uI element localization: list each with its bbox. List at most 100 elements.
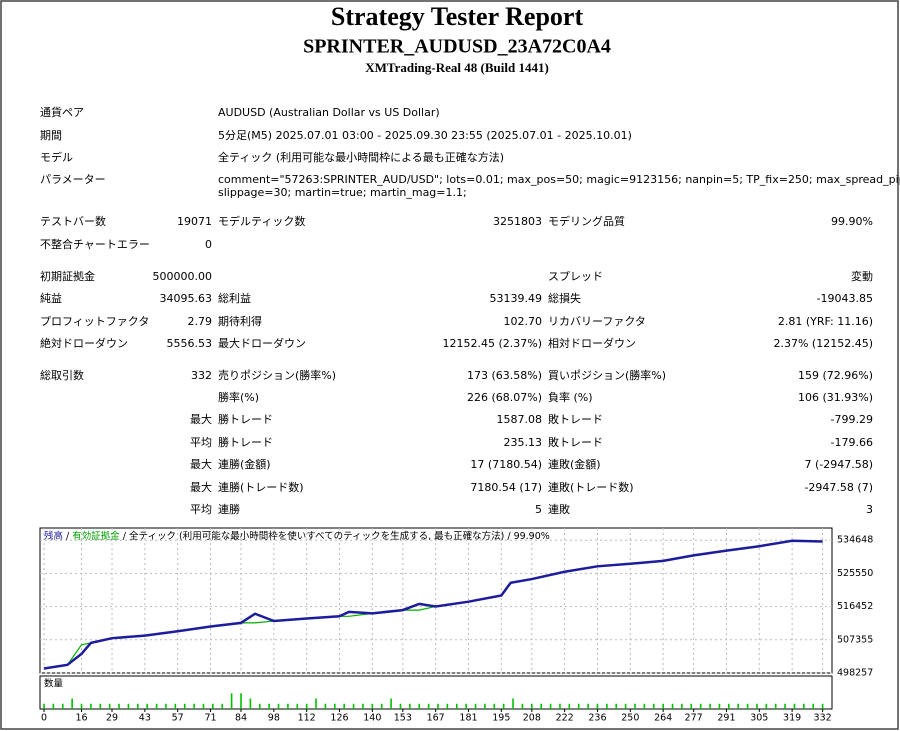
stat-label: 勝トレード [218,435,273,449]
stat-value: 17 (7180.54) [470,458,542,471]
stat-value: 102.70 [504,315,543,328]
x-tick-label: 71 [204,713,216,724]
legend-equity: 有効証拠金 [72,530,120,542]
setting-label: 期間 [40,129,62,142]
stat-label: 連敗(トレード数) [548,480,634,494]
subtitle: SPRINTER_AUDUSD_23A72C0A4 [303,36,611,58]
volume-bar [484,703,486,709]
setting-label: パラメーター [40,173,106,186]
volume-bar [690,703,693,709]
stat-value: 7180.54 (17) [470,481,542,494]
stat-label: 勝トレード [218,412,273,426]
stat-value: -179.66 [831,436,873,449]
volume-bar [803,703,805,709]
volume-bar [146,703,148,709]
stat-value: 19071 [177,215,212,228]
volume-bar [793,703,796,709]
legend-quality: 99.90% [514,531,550,542]
stat-label: 純益 [40,291,62,305]
volume-bar [418,703,421,709]
stat-value: 2.37% (12152.45) [773,337,873,350]
volume-bar [455,703,458,709]
volume-bar [352,703,355,709]
stat-label: 総利益 [218,291,251,305]
stat-value: 173 (63.58%) [467,369,542,382]
volume-bar [371,703,374,709]
volume-bar [812,703,815,709]
stat-label: 総損失 [548,291,581,305]
stat-value: 平均 [190,503,212,516]
volume-bar [606,703,608,709]
volume-bar [390,698,392,709]
x-tick-label: 167 [427,713,445,724]
volume-bar [559,703,561,709]
volume-bar [577,703,580,709]
volume-bar [737,703,739,709]
volume-bar [446,703,449,709]
stat-value: 2.81 (YRF: 11.16) [778,315,873,328]
volume-bar [502,703,505,709]
stat-value: 332 [191,369,212,382]
stat-label: 連勝(金額) [218,457,271,471]
volume-bar [531,703,533,709]
volume-bar [493,703,496,709]
stat-label: 初期証拠金 [40,269,95,283]
volume-bar [521,703,524,709]
setting-value: 5分足(M5) 2025.07.01 03:00 - 2025.09.30 23… [218,129,632,142]
stat-label: モデリング品質 [548,214,625,228]
x-tick-label: 305 [750,713,768,724]
volume-bar [643,703,646,709]
volume-frame [39,675,833,710]
volume-bar [137,703,139,709]
stat-label: テストバー数 [40,215,106,228]
volume-bar [409,703,411,709]
stat-value: 0 [205,238,212,251]
stat-value: 平均 [190,436,212,449]
stat-value: 34095.63 [160,292,213,305]
volume-bar [249,698,252,709]
volume-bar [240,693,242,709]
setting-label: 通貨ペア [40,105,84,119]
stat-label: スプレッド [548,270,603,283]
stat-value: 235.13 [504,436,543,449]
volume-bar [71,698,73,709]
volume-bar [568,703,571,709]
volume-bar [174,703,177,709]
stat-label: 連勝(トレード数) [218,480,304,494]
x-tick-label: 0 [41,713,47,724]
stat-value: 1587.08 [497,413,543,426]
y-tick-label: 507355 [837,634,873,645]
stat-value: 53139.49 [490,292,543,305]
setting-value: 全ティック (利用可能な最小時間枠による最も正確な方法) [218,150,504,164]
stat-value: -799.29 [831,413,873,426]
volume-bar [596,703,599,709]
volume-bar [202,703,205,709]
volume-bar [118,703,120,709]
stat-value: 2.79 [188,315,213,328]
volume-bar [427,703,430,709]
volume-bar [230,693,233,709]
volume-bar [296,703,299,709]
volume-bar [399,703,402,709]
x-tick-label: 181 [459,713,477,724]
volume-bar [258,703,261,709]
stat-label: 勝率(%) [218,390,259,404]
x-tick-label: 98 [268,713,280,724]
stat-value: 12152.45 (2.37%) [442,337,542,350]
volume-bar [324,703,327,709]
volume-bar [746,703,749,709]
volume-bar [362,703,364,709]
stat-value: 99.90% [831,215,873,228]
stat-label: 連敗 [548,502,570,516]
stat-label: 連勝 [218,502,240,516]
volume-bar [127,703,130,709]
x-tick-label: 57 [172,713,184,724]
series-line [43,539,823,670]
stat-value: -2947.58 (7) [804,481,873,494]
x-tick-label: 319 [783,713,801,724]
y-tick-label: 498257 [837,668,873,679]
stat-label: 最大ドローダウン [218,336,306,350]
stat-label: 敗トレード [548,435,603,449]
stat-value: 5 [535,503,542,516]
legend-model: 全ティック (利用可能な最小時間枠を使いすべてのティックを生成する, 最も正確な… [129,530,504,542]
